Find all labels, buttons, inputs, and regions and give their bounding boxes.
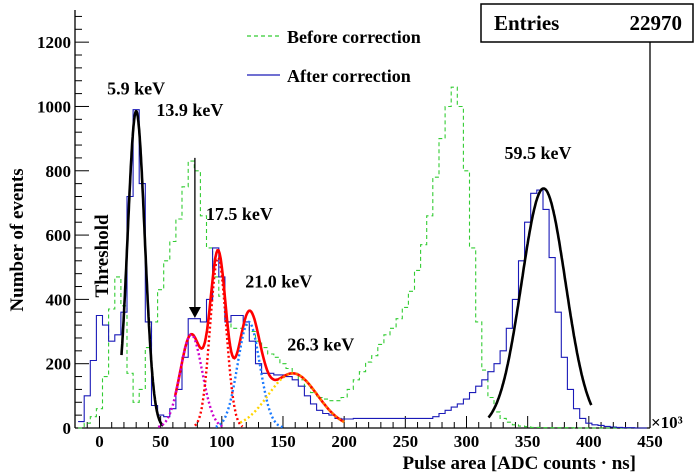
fit-curve-0 bbox=[120, 110, 164, 427]
x-tick-label: 300 bbox=[454, 432, 480, 451]
x-tick-label: 350 bbox=[515, 432, 541, 451]
x-axis-multiplier: ×10³ bbox=[651, 413, 683, 432]
x-tick-label: 100 bbox=[209, 432, 235, 451]
legend-after-label: After correction bbox=[287, 66, 411, 86]
x-tick-label: 50 bbox=[152, 432, 169, 451]
fit-curve-4 bbox=[194, 256, 244, 428]
x-tick-label: 400 bbox=[576, 432, 602, 451]
y-tick-label: 0 bbox=[63, 419, 72, 438]
x-tick-label: 150 bbox=[270, 432, 296, 451]
peak-annotation: 13.9 keV bbox=[156, 100, 223, 120]
x-axis-label: Pulse area [ADC counts · ns] bbox=[403, 453, 636, 474]
threshold-label: Threshold bbox=[92, 214, 113, 298]
x-tick-label: 250 bbox=[393, 432, 419, 451]
x-tick-label: 0 bbox=[95, 432, 104, 451]
stats-entries-value: 22970 bbox=[630, 11, 683, 35]
x-tick-label: 200 bbox=[331, 432, 357, 451]
fit-curve-3 bbox=[157, 333, 225, 429]
y-tick-label: 400 bbox=[46, 290, 72, 309]
legend: Before correction After correction bbox=[247, 27, 421, 86]
fit-curve-1 bbox=[487, 187, 593, 419]
y-axis-label: Number of events bbox=[7, 168, 28, 311]
x-tick-label: 450 bbox=[637, 432, 663, 451]
stats-box-frame bbox=[480, 3, 694, 43]
y-tick-label: 800 bbox=[46, 162, 72, 181]
fit-layer bbox=[120, 110, 593, 429]
peak-annotation: 17.5 keV bbox=[206, 204, 273, 224]
y-tick-label: 600 bbox=[46, 226, 72, 245]
peak-arrow-head bbox=[188, 307, 201, 319]
legend-before-label: Before correction bbox=[287, 27, 421, 47]
peak-annotation: 26.3 keV bbox=[287, 334, 354, 354]
histogram-before-correction bbox=[78, 86, 647, 429]
y-tick-label: 1000 bbox=[37, 97, 71, 116]
fit-curve-5 bbox=[215, 320, 284, 429]
y-tick-label: 200 bbox=[46, 355, 72, 374]
peak-annotation: 21.0 keV bbox=[245, 271, 312, 291]
stats-entries-label: Entries bbox=[494, 11, 559, 35]
y-tick-label: 1200 bbox=[37, 33, 71, 52]
peak-annotation: 59.5 keV bbox=[505, 143, 572, 163]
axes: 0 50 100 150 200 250 300 350 400 450 0 200 400 600 800… bbox=[37, 10, 663, 451]
series-layer bbox=[78, 86, 647, 429]
stats-box: Entries 22970 bbox=[480, 3, 694, 43]
peak-annotation: 5.9 keV bbox=[107, 78, 165, 98]
histogram-after-correction bbox=[78, 109, 647, 429]
